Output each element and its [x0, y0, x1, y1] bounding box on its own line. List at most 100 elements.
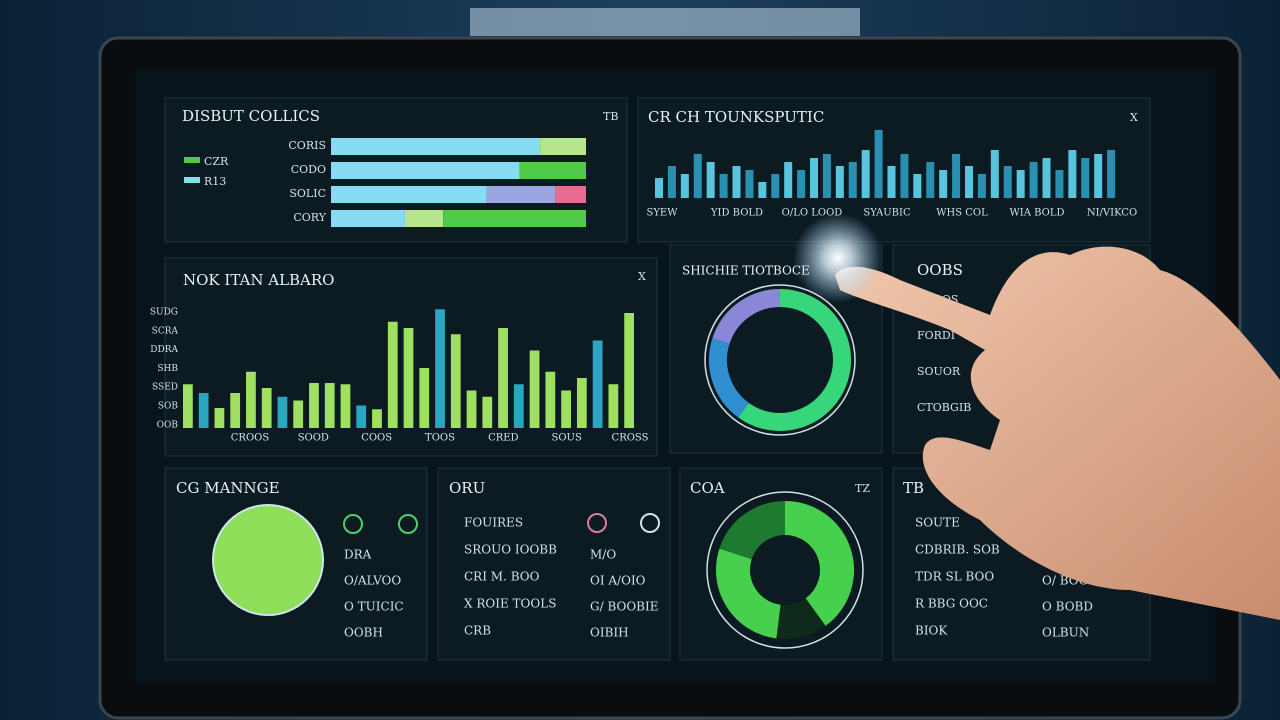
list-item: OI A/OIO: [590, 574, 646, 588]
hand: [793, 213, 1280, 620]
bar-segment: [331, 210, 405, 227]
column: [419, 368, 430, 428]
column: [732, 166, 741, 198]
column: [466, 390, 477, 428]
donut-segment: [784, 501, 854, 626]
panel-title: TB: [903, 479, 924, 497]
column: [874, 130, 883, 198]
column: [183, 384, 193, 428]
bar-segment: [555, 186, 586, 203]
column: [1107, 150, 1116, 198]
list-item: SOUTE: [915, 516, 960, 530]
row-label: CODO: [291, 163, 326, 176]
column: [693, 154, 702, 198]
y-label: SHB: [157, 364, 178, 374]
panel-corner: X: [1130, 111, 1138, 124]
bar-segment: [331, 186, 487, 203]
column: [450, 334, 461, 428]
column: [990, 150, 999, 198]
list-item: DRA: [344, 548, 372, 562]
column: [356, 405, 367, 428]
y-label: SUDG: [150, 308, 178, 318]
legend-swatch: [184, 157, 200, 163]
list-item: OOBH: [344, 626, 383, 640]
bar-segment: [443, 210, 586, 227]
list-item: OIBIH: [590, 626, 629, 640]
column: [810, 158, 819, 198]
column: [214, 408, 225, 428]
column: [667, 166, 676, 198]
status-circle: [212, 504, 324, 616]
x-label: NI/VIKCO: [1087, 208, 1137, 219]
column: [561, 390, 571, 428]
donut-segment: [712, 289, 781, 344]
donut-segment: [709, 338, 750, 418]
panel-title: ORU: [449, 479, 485, 497]
column: [293, 400, 304, 428]
column: [372, 409, 382, 428]
donut-segment: [716, 548, 782, 639]
column: [1016, 170, 1025, 198]
row-label: CORY: [293, 211, 326, 224]
y-label: DDRA: [150, 345, 178, 355]
panel-title: DISBUT COLLICS: [182, 107, 320, 125]
x-label: CRED: [488, 433, 519, 444]
list-item: CRB: [464, 624, 491, 638]
donut-segment: [738, 289, 851, 431]
x-label: COOS: [361, 433, 392, 444]
column: [545, 371, 556, 428]
column: [1003, 166, 1012, 198]
list-item: FORDI: [917, 329, 955, 342]
x-label: CROOS: [231, 433, 270, 444]
list-item: SROUO IOOBB: [464, 543, 557, 557]
list-item: CDBRIB. SOB: [915, 543, 1000, 557]
column: [939, 170, 948, 198]
column: [403, 328, 414, 428]
column: [977, 174, 986, 198]
x-label: YID BOLD: [710, 208, 763, 219]
column: [230, 393, 241, 428]
column: [608, 384, 619, 428]
touch-glow: [793, 213, 883, 303]
hand-shape: [835, 246, 1280, 620]
bar-segment: [331, 162, 520, 179]
column: [926, 162, 935, 198]
bar-segment: [404, 210, 444, 227]
column: [848, 162, 857, 198]
column: [719, 174, 728, 198]
icon: [343, 514, 363, 534]
column: [965, 166, 974, 198]
column: [952, 154, 961, 198]
list-item: R BBG OOC: [915, 597, 988, 611]
x-label: O/LO LOOD: [782, 208, 843, 219]
list-item: G/ BOOBIE: [590, 600, 658, 614]
donut-ring: [706, 491, 864, 649]
column: [592, 340, 603, 428]
y-label: SSED: [152, 383, 178, 393]
column: [387, 321, 398, 428]
list-item: M/O: [590, 548, 616, 562]
column: [758, 182, 767, 198]
column: [784, 162, 793, 198]
column: [324, 383, 335, 428]
panel-title: SHICHIE TIOTBOCE: [682, 264, 810, 278]
list-item: O TUICIC: [344, 600, 404, 614]
x-label: SYEW: [646, 208, 678, 219]
panel-corner: TZ: [855, 482, 870, 495]
panel-corner: TB: [603, 110, 618, 123]
column: [277, 396, 288, 428]
x-label: CROSS: [612, 433, 649, 444]
donut-segment: [776, 597, 826, 639]
column: [1055, 170, 1064, 198]
icons: [343, 513, 660, 534]
donut-segment: [719, 501, 786, 561]
column: [900, 154, 909, 198]
panel-title: OOBS: [917, 261, 963, 279]
column: [797, 170, 806, 198]
bar-segment: [519, 162, 586, 179]
column: [913, 174, 922, 198]
panel: [437, 467, 671, 661]
list-item: X ROIE TOOLS: [464, 597, 556, 611]
column: [1081, 158, 1090, 198]
